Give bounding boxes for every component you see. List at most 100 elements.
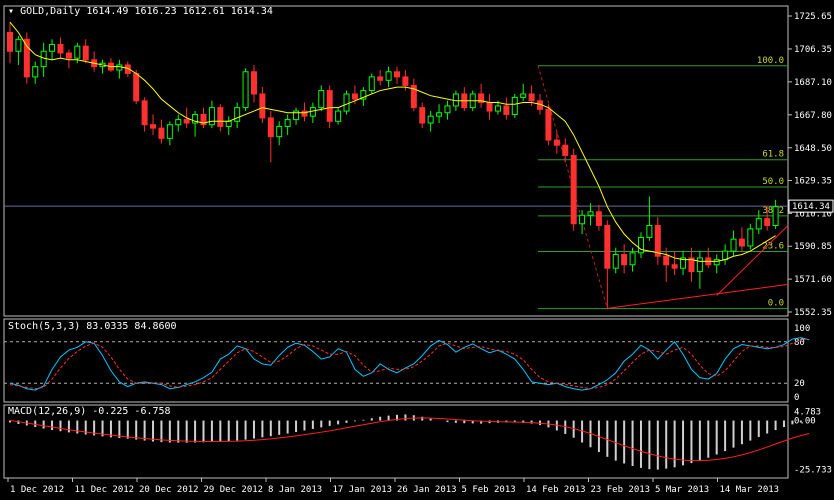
candle-body (377, 76, 384, 81)
candle-body (225, 120, 232, 127)
x-tick-label: 14 Feb 2013 (526, 485, 586, 495)
y-tick-label: 1610.10 (794, 209, 832, 219)
fib-level-label: 50.0 (762, 177, 784, 187)
pane-border (3, 318, 789, 403)
candle-body (7, 31, 13, 52)
x-tick-label: 5 Feb 2013 (462, 485, 516, 495)
candle-body (276, 125, 283, 138)
macd-y-tick-label: 4.783 (794, 407, 821, 417)
symbol-label: GOLD,Daily (20, 6, 81, 17)
y-tick-label: 1687.10 (794, 78, 832, 88)
candle-body (394, 71, 400, 78)
candle-body (595, 211, 602, 226)
candle-body (385, 71, 392, 81)
y-tick-label: 1725.65 (794, 12, 832, 22)
fib-level-label: 61.8 (762, 150, 784, 160)
candle-body (133, 72, 140, 102)
candle-body (528, 93, 535, 102)
candle-body (284, 119, 291, 127)
x-tick-label: 23 Feb 2013 (591, 485, 651, 495)
candle-body (166, 124, 173, 139)
y-tick-label: 1648.50 (794, 144, 832, 154)
fib-level-label: 0.0 (768, 299, 784, 309)
macd-y-tick-label: -25.733 (794, 466, 832, 476)
x-tick-label: 8 Jan 2013 (268, 485, 322, 495)
candle-body (192, 113, 199, 124)
candle-body (200, 113, 207, 126)
candle-body (612, 254, 619, 269)
candle-body (402, 76, 409, 86)
candle-body (478, 93, 485, 104)
candle-body (419, 107, 426, 124)
candle-body (621, 254, 628, 266)
x-tick-label: 14 Mar 2013 (720, 485, 780, 495)
ohlc-label: 1614.49 1616.23 1612.61 1614.34 (86, 6, 273, 17)
candle-body (511, 96, 518, 115)
x-tick-label: 11 Dec 2012 (75, 485, 135, 495)
candle-body (259, 93, 266, 119)
support-trend-line (607, 283, 789, 309)
stoch-pane-title: Stoch(5,3,3) 83.0335 84.8600 (8, 321, 177, 332)
candle-body (579, 214, 586, 225)
candle-body (335, 110, 342, 122)
candle-body (604, 224, 611, 269)
candle-body (663, 255, 670, 266)
candle-body (545, 108, 552, 141)
candle-body (250, 71, 257, 95)
moving-average-line (9, 21, 776, 262)
candle-body (696, 257, 703, 273)
candle-body (755, 218, 762, 230)
candle-body (368, 76, 375, 92)
candle-body (175, 119, 182, 126)
y-tick-label: 1571.60 (794, 275, 832, 285)
candle-body (318, 90, 325, 109)
candle-body (722, 250, 729, 261)
candle-body (629, 252, 636, 266)
candle-body (74, 45, 81, 59)
candle-body (637, 236, 644, 254)
candle-body (646, 224, 653, 238)
collapse-triangle-icon[interactable]: ▾ (8, 6, 15, 17)
main-pane-title: ▾ GOLD,Daily 1614.49 1616.23 1612.61 161… (8, 6, 273, 17)
fib-level-label: 100.0 (757, 56, 784, 66)
candle-body (32, 66, 39, 78)
x-tick-label: 17 Jan 2013 (333, 485, 393, 495)
macd-signal-line (9, 417, 810, 462)
candle-body (772, 206, 779, 226)
candle-body (208, 107, 215, 126)
candle-body (764, 218, 771, 226)
candle-body (293, 110, 300, 121)
candle-body (57, 43, 64, 54)
candle-body (562, 144, 569, 156)
x-tick-label: 26 Jan 2013 (397, 485, 457, 495)
candle-body (486, 102, 493, 112)
y-tick-label: 1629.35 (794, 176, 832, 186)
candle-body (82, 45, 89, 61)
candle-body (427, 115, 434, 124)
x-tick-label: 1 Dec 2012 (10, 485, 64, 495)
x-tick-label: 5 Mar 2013 (655, 485, 709, 495)
rising-trend-line (716, 225, 789, 296)
candle-body (65, 52, 72, 59)
y-tick-label: 1667.80 (794, 111, 832, 121)
candle-body (410, 84, 417, 109)
x-tick-label: 29 Dec 2012 (204, 485, 264, 495)
stoch-main-line (9, 337, 810, 391)
candle-body (301, 110, 308, 117)
candle-body (124, 64, 131, 74)
candle-body (267, 117, 274, 138)
candle-body (654, 224, 661, 257)
candle-body (587, 211, 594, 216)
current-price-tag (788, 199, 834, 213)
candle-body (217, 107, 224, 127)
candle-body (23, 38, 30, 78)
candle-body (343, 93, 350, 112)
candle-body (158, 127, 165, 139)
candle-body (730, 238, 737, 252)
stoch-y-tick-label: 100 (794, 324, 810, 334)
candle-body (738, 238, 745, 247)
macd-pane-title: MACD(12,26,9) -0.225 -6.758 (8, 406, 171, 417)
pane-border (3, 404, 789, 479)
